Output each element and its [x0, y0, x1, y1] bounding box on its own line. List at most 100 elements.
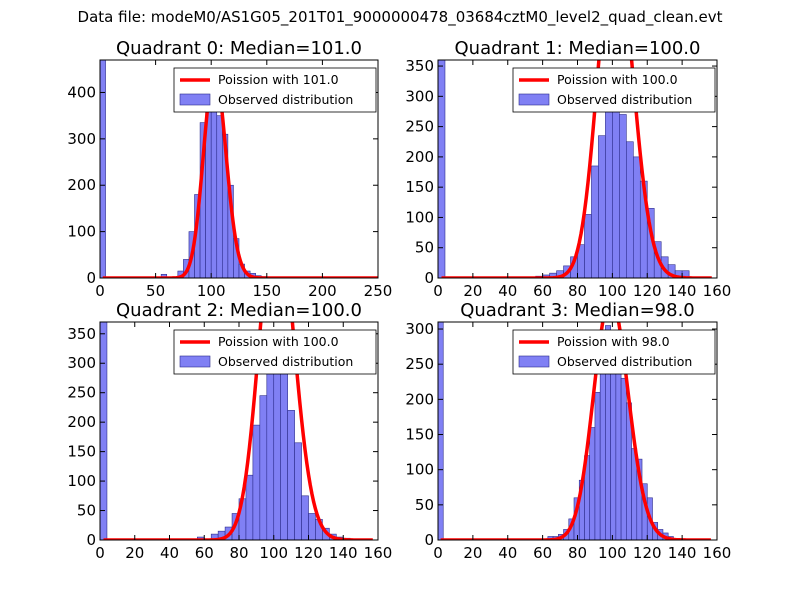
histogram-bar: [100, 322, 108, 540]
legend-bar-swatch: [518, 93, 550, 106]
x-tick-label: 160: [364, 544, 393, 562]
x-tick-label: 0: [95, 544, 105, 562]
legend-curve-label: Poission with 98.0: [557, 334, 670, 349]
x-tick-label: 40: [498, 282, 517, 300]
histogram-bar: [210, 87, 218, 278]
histogram-bar: [308, 513, 316, 540]
x-tick-label: 140: [329, 544, 358, 562]
y-tick-label: 300: [405, 87, 434, 105]
y-tick-label: 300: [67, 354, 96, 372]
x-tick-label: 20: [463, 544, 482, 562]
legend-bar-label: Observed distribution: [218, 354, 353, 369]
poisson-curve: [102, 69, 378, 278]
y-tick-label: 0: [86, 269, 96, 287]
legend-curve-label: Poission with 100.0: [218, 334, 339, 349]
chart-panel-3: 0 20 40 60 80 100 120 140 160 0 50 100 150 200 250 300 Q…: [405, 300, 732, 562]
y-tick-label: 100: [67, 223, 96, 241]
poisson-curve: [441, 60, 712, 278]
y-tick-label: 300: [405, 320, 434, 338]
y-tick-label: 150: [67, 443, 96, 461]
x-tick-label: 0: [95, 282, 105, 300]
x-tick-label: 140: [668, 544, 697, 562]
legend-curve-label: Poission with 101.0: [218, 72, 339, 87]
legend-curve-label: Poission with 100.0: [557, 72, 678, 87]
legend-bar-label: Observed distribution: [218, 92, 353, 107]
poisson-curve: [103, 322, 373, 540]
x-tick-label: 140: [668, 282, 697, 300]
x-tick-label: 0: [433, 282, 443, 300]
legend: Poission with 100.0 Observed distribution: [512, 67, 716, 113]
x-tick-label: 20: [463, 282, 482, 300]
x-tick-label: 120: [294, 544, 323, 562]
histogram-bar: [438, 322, 444, 540]
chart-panel-0: 0 50 100 150 200 250 0 100 200 300 400 Quadrant 0: …: [67, 38, 392, 300]
chart-panel-2: 0 20 40 60 80 100 120 140 160 0 50 100 150 200 250 300 3…: [67, 300, 393, 562]
histogram-bar: [589, 427, 596, 540]
histogram-bar: [280, 362, 288, 540]
y-tick-label: 400: [67, 83, 96, 101]
y-tick-label: 100: [405, 461, 434, 479]
histogram-bar: [301, 495, 309, 540]
histogram-bar: [598, 135, 606, 278]
x-tick-label: 60: [533, 544, 552, 562]
histogram-bar: [294, 442, 302, 540]
x-tick-label: 60: [195, 544, 214, 562]
y-tick-label: 300: [67, 130, 96, 148]
histogram-bar: [632, 156, 641, 278]
x-tick-label: 150: [252, 282, 281, 300]
histogram-bar: [584, 214, 592, 278]
y-tick-label: 350: [67, 325, 96, 343]
histogram-bar: [216, 115, 223, 278]
x-tick-label: 120: [633, 544, 662, 562]
histogram-bar: [594, 392, 601, 540]
legend-bar-swatch: [179, 355, 211, 368]
legend-bar-label: Observed distribution: [557, 92, 692, 107]
x-tick-label: 40: [160, 544, 179, 562]
y-tick-label: 250: [67, 384, 96, 402]
chart-title: Quadrant 0: Median=101.0: [116, 38, 362, 59]
plot-content: [100, 322, 373, 540]
histogram-bar: [245, 474, 254, 540]
histogram-bar: [160, 273, 168, 278]
y-tick-label: 200: [67, 176, 96, 194]
legend-bar-swatch: [518, 355, 550, 368]
histogram-bar: [615, 346, 622, 540]
y-tick-label: 350: [405, 57, 434, 75]
x-tick-label: 0: [433, 544, 443, 562]
x-tick-label: 160: [703, 282, 732, 300]
y-tick-label: 50: [77, 502, 96, 520]
histogram-bar: [620, 377, 627, 540]
y-tick-label: 100: [405, 208, 434, 226]
x-tick-label: 40: [498, 544, 517, 562]
plot-content: [438, 60, 712, 278]
y-tick-label: 100: [67, 472, 96, 490]
chart-panel-1: 0 20 40 60 80 100 120 140 160 0 50 100 150 200 250 300 3…: [405, 38, 732, 300]
poisson-curve: [440, 322, 711, 540]
x-tick-label: 80: [568, 544, 587, 562]
chart-title: Quadrant 1: Median=100.0: [455, 38, 701, 59]
y-tick-label: 50: [415, 496, 434, 514]
plot-content: [100, 60, 378, 278]
x-tick-label: 100: [197, 282, 226, 300]
x-tick-label: 20: [125, 544, 144, 562]
chart-title: Quadrant 2: Median=100.0: [116, 300, 362, 321]
legend: Poission with 98.0 Observed distribution: [512, 329, 716, 375]
figure-title: Data file: modeM0/AS1G05_201T01_90000004…: [77, 8, 723, 26]
x-tick-label: 120: [633, 282, 662, 300]
x-tick-label: 60: [533, 282, 552, 300]
y-tick-label: 200: [405, 148, 434, 166]
x-tick-label: 200: [308, 282, 337, 300]
y-tick-label: 150: [405, 426, 434, 444]
legend: Poission with 100.0 Observed distribution: [173, 329, 377, 375]
histogram-bar: [591, 165, 599, 278]
histogram-bar: [599, 349, 606, 540]
x-tick-label: 100: [598, 544, 627, 562]
histogram-bar: [605, 102, 613, 278]
histogram-bar: [287, 410, 295, 540]
histogram-bar: [252, 424, 261, 540]
x-tick-label: 50: [146, 282, 165, 300]
y-tick-label: 0: [86, 531, 96, 549]
x-tick-label: 160: [703, 544, 732, 562]
histogram-bar: [100, 60, 106, 278]
